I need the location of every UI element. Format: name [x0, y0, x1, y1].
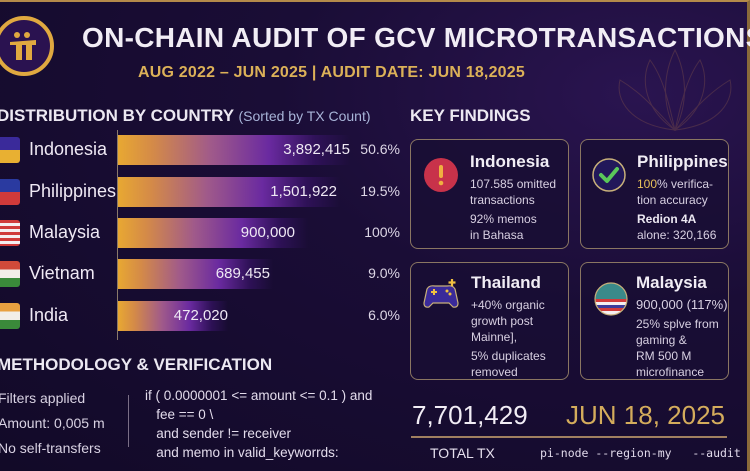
- card-line: in Bahasa: [470, 228, 524, 242]
- total-tx-label: TOTAL TX: [430, 445, 495, 461]
- country-row-philippines: Philippines 1,501,922 19.5%: [0, 176, 400, 207]
- card-line: 25% splve from: [636, 317, 719, 331]
- card-body: 900,000 (117%) 25% splve from gaming & R…: [636, 297, 728, 380]
- card-title: Indonesia: [470, 152, 550, 171]
- filter-label: Filters applied: [0, 390, 86, 406]
- country-name: India: [29, 305, 69, 325]
- card-line: Mainne],: [471, 330, 518, 344]
- card-line: tion accuracy: [637, 193, 708, 207]
- warning-icon: [424, 158, 458, 192]
- malaysia-flag-icon: [0, 220, 20, 246]
- bar: [118, 177, 340, 207]
- india-flag-icon: [0, 303, 20, 329]
- bar-value: 689,455: [215, 265, 270, 282]
- audit-date-value: JUN 18, 2025: [566, 400, 725, 430]
- card-line: 5% duplicates: [471, 349, 546, 363]
- key-findings-title: KEY FINDINGS: [410, 106, 531, 125]
- philippines-flag-icon: [0, 179, 20, 205]
- country-row-malaysia: Malaysia 900,000 100%: [0, 217, 400, 248]
- bar-value: 1,501,922: [270, 183, 337, 200]
- country-name: Indonesia: [29, 139, 108, 159]
- total-tx-value: 7,701,429: [412, 400, 528, 430]
- bar-value: 3,892,415: [283, 141, 350, 158]
- distribution-heading: DISTRIBUTION BY COUNTRY: [0, 106, 234, 125]
- methodology-code: if ( 0.0000001 <= amount <= 0.1 ) and fe…: [145, 388, 373, 460]
- filter-amount: Amount: 0,005 m: [0, 415, 105, 431]
- page-subtitle: AUG 2022 – JUN 2025 | AUDIT DATE: JUN 18…: [138, 64, 525, 81]
- card-line: alone: 320,166: [637, 228, 717, 242]
- bar-percent: 50.6%: [360, 141, 400, 157]
- accuracy-highlight: 100: [637, 177, 658, 191]
- card-line: microfinance: [636, 365, 705, 379]
- bar: [118, 218, 308, 248]
- country-name: Malaysia: [29, 222, 101, 242]
- card-line: 900,000 (117%): [636, 297, 728, 312]
- checkmark-icon: [592, 158, 626, 192]
- distribution-title: DISTRIBUTION BY COUNTRY (Sorted by TX Co…: [0, 106, 371, 126]
- bar-percent: 6.0%: [368, 307, 400, 323]
- gamepad-icon: [423, 279, 459, 308]
- bar-percent: 19.5%: [360, 183, 400, 199]
- card-line: 107.585 omitted: [470, 177, 557, 191]
- filter-self-transfers: No self-transfers: [0, 440, 101, 456]
- card-line: growth post: [471, 314, 534, 328]
- pi-network-logo-icon: [0, 16, 54, 76]
- bar: [118, 301, 228, 331]
- vietnam-flag-icon: [0, 261, 20, 287]
- country-row-india: India 472,020 6.0%: [0, 300, 400, 331]
- country-row-indonesia: Indonesia 3,892,415 50.6%: [0, 134, 400, 165]
- country-row-vietnam: Vietnam 689,455 9.0%: [0, 258, 400, 289]
- finding-card-malaysia: Malaysia 900,000 (117%) 25% splve from g…: [580, 262, 729, 380]
- card-body: 107.585 omitted transactions 92% memos i…: [470, 176, 556, 243]
- card-body: 100% verifica- tion accuracy Redion 4A a…: [637, 176, 716, 243]
- bar-value: 900,000: [240, 224, 295, 241]
- methodology-filters: Filters applied Amount: 0,005 m No self-…: [0, 386, 105, 461]
- bar: [118, 135, 350, 165]
- chart-axis-line: [117, 130, 118, 340]
- bar-percent: 100%: [364, 224, 400, 240]
- card-line: Redion 4A: [637, 212, 697, 226]
- card-title: Malaysia: [636, 273, 707, 292]
- finding-card-thailand: Thailand +40% organic growth post Mainne…: [410, 262, 569, 380]
- stats-divider: [411, 436, 727, 438]
- card-line: 100% verifica-: [637, 176, 716, 192]
- card-text: % verifica-: [657, 177, 714, 191]
- card-line: gaming &: [636, 333, 687, 347]
- finding-card-philippines: Philippines 100% verifica- tion accuracy…: [580, 139, 729, 249]
- bar-value: 472,020: [173, 307, 228, 324]
- bar-percent: 9.0%: [368, 265, 400, 281]
- cli-command: pi-node --region-my --audit: [540, 446, 741, 460]
- country-name: Philippines: [29, 181, 117, 201]
- card-title: Philippines: [637, 152, 728, 171]
- methodology-divider: [128, 395, 129, 447]
- page-title: ON-CHAIN AUDIT OF GCV MICROTRANSACTIONS: [82, 22, 750, 53]
- country-name: Vietnam: [29, 263, 95, 283]
- card-body: +40% organic growth post Mainne], 5% dup…: [471, 297, 546, 380]
- malaysia-flag-globe-icon: [594, 282, 628, 316]
- finding-card-indonesia: Indonesia 107.585 omitted transactions 9…: [410, 139, 569, 249]
- indonesia-flag-icon: [0, 137, 20, 163]
- card-line: RM 500 M: [636, 349, 692, 363]
- card-line: 92% memos: [470, 212, 537, 226]
- bar: [118, 259, 273, 289]
- card-title: Thailand: [471, 273, 541, 292]
- methodology-title: METHODOLOGY & VERIFICATION: [0, 355, 273, 374]
- lotus-decoration-icon: [618, 48, 732, 132]
- card-line: +40% organic: [471, 298, 545, 312]
- card-line: transactions: [470, 193, 535, 207]
- distribution-sort-note: (Sorted by TX Count): [238, 108, 371, 124]
- card-line: removed: [471, 365, 518, 379]
